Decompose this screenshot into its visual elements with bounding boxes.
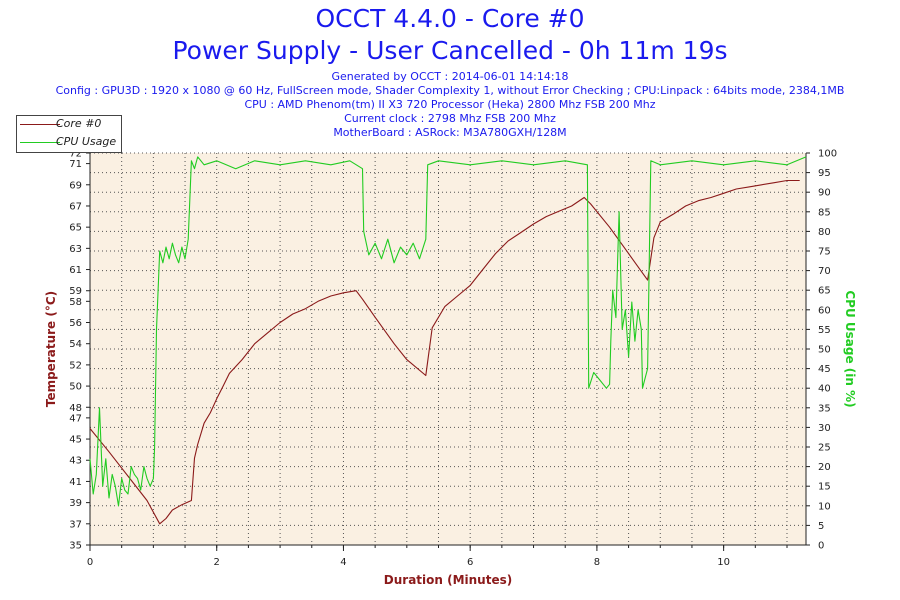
y-right-tick-label: 80: [818, 227, 831, 238]
x-axis-label: Duration (Minutes): [384, 573, 512, 587]
series-line-cpu-usage: [89, 156, 807, 507]
y-right-tick-label: 55: [818, 325, 831, 336]
chart-subtitle: Power Supply - User Cancelled - 0h 11m 1…: [172, 36, 728, 65]
legend-label-cpu-usage: CPU Usage: [56, 135, 117, 148]
x-tick-label: 0: [87, 557, 93, 568]
y-right-tick-label: 20: [818, 462, 831, 473]
y-right-tick-label: 5: [818, 521, 824, 532]
clock-line: Current clock : 2798 Mhz FSB 200 Mhz: [344, 112, 556, 125]
y-right-tick-label: 15: [818, 482, 831, 493]
x-tick-label: 2: [214, 557, 220, 568]
y-axis-label-right: CPU Usage (in %): [843, 290, 857, 407]
y-left-tick-label: 54: [69, 339, 82, 350]
legend-swatch-cpu-usage: [20, 142, 60, 143]
y-left-tick-label: 50: [69, 382, 82, 393]
y-right-tick-label: 30: [818, 423, 831, 434]
y-left-tick-label: 72: [69, 149, 82, 160]
y-left-tick-label: 71: [69, 159, 82, 170]
y-left-tick-label: 58: [69, 297, 82, 308]
x-tick-label: 10: [717, 557, 730, 568]
y-right-tick-label: 0: [818, 541, 824, 552]
y-left-tick-label: 48: [69, 403, 82, 414]
y-left-tick-label: 69: [69, 180, 82, 191]
y-left-tick-label: 45: [69, 435, 82, 446]
y-right-tick-label: 100: [818, 149, 837, 160]
x-tick-label: 8: [594, 557, 600, 568]
y-right-tick-label: 25: [818, 443, 831, 454]
chart-title: OCCT 4.4.0 - Core #0: [315, 4, 585, 33]
y-axis-label-left: Temperature (°C): [44, 291, 58, 407]
y-right-tick-label: 45: [818, 364, 831, 375]
y-left-tick-label: 39: [69, 498, 82, 509]
x-tick-label: 4: [340, 557, 346, 568]
y-right-tick-label: 40: [818, 384, 831, 395]
y-right-tick-label: 90: [818, 188, 831, 199]
y-right-tick-label: 60: [818, 305, 831, 316]
y-left-tick-label: 67: [69, 201, 82, 212]
x-tick-label: 6: [467, 557, 473, 568]
generated-line: Generated by OCCT : 2014-06-01 14:14:18: [331, 70, 569, 83]
y-left-tick-label: 43: [69, 456, 82, 467]
y-right-tick-label: 85: [818, 207, 831, 218]
y-left-tick-label: 65: [69, 223, 82, 234]
y-right-tick-label: 35: [818, 403, 831, 414]
cpu-line: CPU : AMD Phenom(tm) II X3 720 Processor…: [244, 98, 656, 111]
legend-swatch-core0: [20, 124, 60, 125]
y-left-tick-label: 52: [69, 360, 82, 371]
y-right-tick-label: 10: [818, 501, 831, 512]
y-left-tick-label: 63: [69, 244, 82, 255]
y-right-tick-label: 65: [818, 286, 831, 297]
legend-item-cpu-usage: CPU Usage: [17, 134, 121, 151]
legend-label-core0: Core #0: [56, 117, 102, 130]
y-right-tick-label: 95: [818, 168, 831, 179]
series-line-core0: [89, 179, 800, 525]
y-left-tick-label: 37: [69, 519, 82, 530]
chart-legend: Core #0 CPU Usage: [16, 115, 122, 153]
motherboard-line: MotherBoard : ASRock: M3A780GXH/128M: [333, 126, 567, 139]
y-right-tick-label: 70: [818, 266, 831, 277]
y-left-tick-label: 56: [69, 318, 82, 329]
y-left-tick-label: 35: [69, 541, 82, 552]
y-left-tick-label: 59: [69, 286, 82, 297]
y-right-tick-label: 75: [818, 247, 831, 258]
y-left-tick-label: 61: [69, 265, 82, 276]
legend-item-core0: Core #0: [17, 116, 121, 133]
y-right-tick-label: 50: [818, 345, 831, 356]
y-left-tick-label: 41: [69, 477, 82, 488]
config-line: Config : GPU3D : 1920 x 1080 @ 60 Hz, Fu…: [55, 84, 845, 97]
y-left-tick-label: 47: [69, 413, 82, 424]
